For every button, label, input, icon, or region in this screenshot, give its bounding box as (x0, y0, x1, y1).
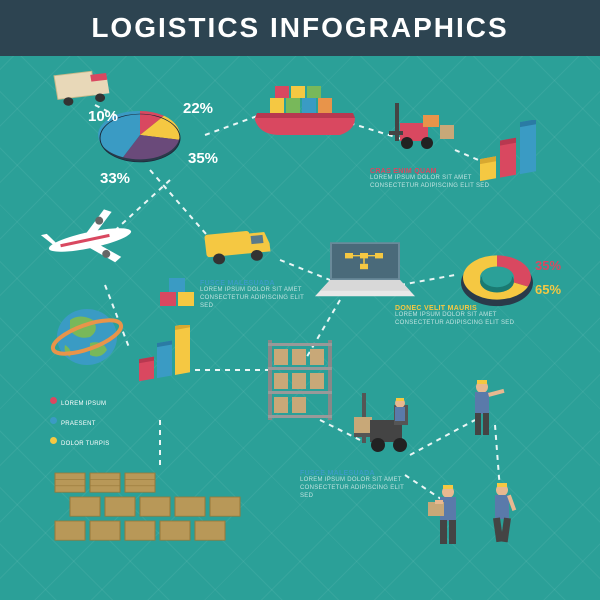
globe-icon (45, 295, 130, 375)
legend-dot-2 (50, 417, 57, 424)
pie-label-33: 33% (100, 170, 130, 187)
shelves-icon (260, 335, 345, 430)
worker-pointing-icon (460, 375, 510, 450)
forklift-red-icon (385, 95, 465, 160)
legend: LOREM IPSUM PRAESENT DOLOR TURPIS (50, 390, 110, 452)
infographic-canvas: LOGISTICS INFOGRAPHICS (0, 0, 600, 600)
worker-box-icon (420, 480, 475, 560)
caption-van-body: Lorem ipsum dolor sit amet consectetur a… (200, 287, 310, 310)
forklift-worker-icon (350, 385, 450, 470)
legend-dot-1 (50, 397, 57, 404)
caption-ship: CRAS ENIM QUAM Lorem ipsum dolor sit ame… (370, 168, 490, 191)
ship-icon (245, 80, 365, 145)
pie-label-35: 35% (188, 150, 218, 167)
caption-forklift-title: FUSCE MALESUADA (300, 470, 410, 477)
crates-icon (50, 445, 260, 555)
bar-chart-left (135, 325, 200, 390)
donut-label-65: 65% (535, 282, 561, 297)
pie-label-22: 22% (183, 100, 213, 117)
caption-van: FUSCE MALESUADA Lorem ipsum dolor sit am… (200, 280, 310, 310)
caption-van-title: FUSCE MALESUADA (200, 280, 310, 287)
airplane-icon (35, 205, 145, 275)
laptop-icon (310, 235, 420, 315)
legend-label-2: PRAESENT (61, 421, 96, 427)
boxes-stack-icon (155, 270, 210, 315)
legend-dot-3 (50, 437, 57, 444)
worker-walk-icon (480, 478, 530, 558)
donut-label-35: 35% (535, 258, 561, 273)
caption-ship-body: Lorem ipsum dolor sit amet consectetur a… (370, 175, 490, 191)
caption-forklift: FUSCE MALESUADA Lorem ipsum dolor sit am… (300, 470, 410, 500)
caption-ship-title: CRAS ENIM QUAM (370, 168, 490, 175)
donut-chart (450, 245, 545, 325)
caption-forklift-body: Lorem ipsum dolor sit amet consectetur a… (300, 477, 410, 500)
pie-label-10: 10% (88, 108, 118, 125)
legend-label-1: LOREM IPSUM (61, 401, 106, 407)
